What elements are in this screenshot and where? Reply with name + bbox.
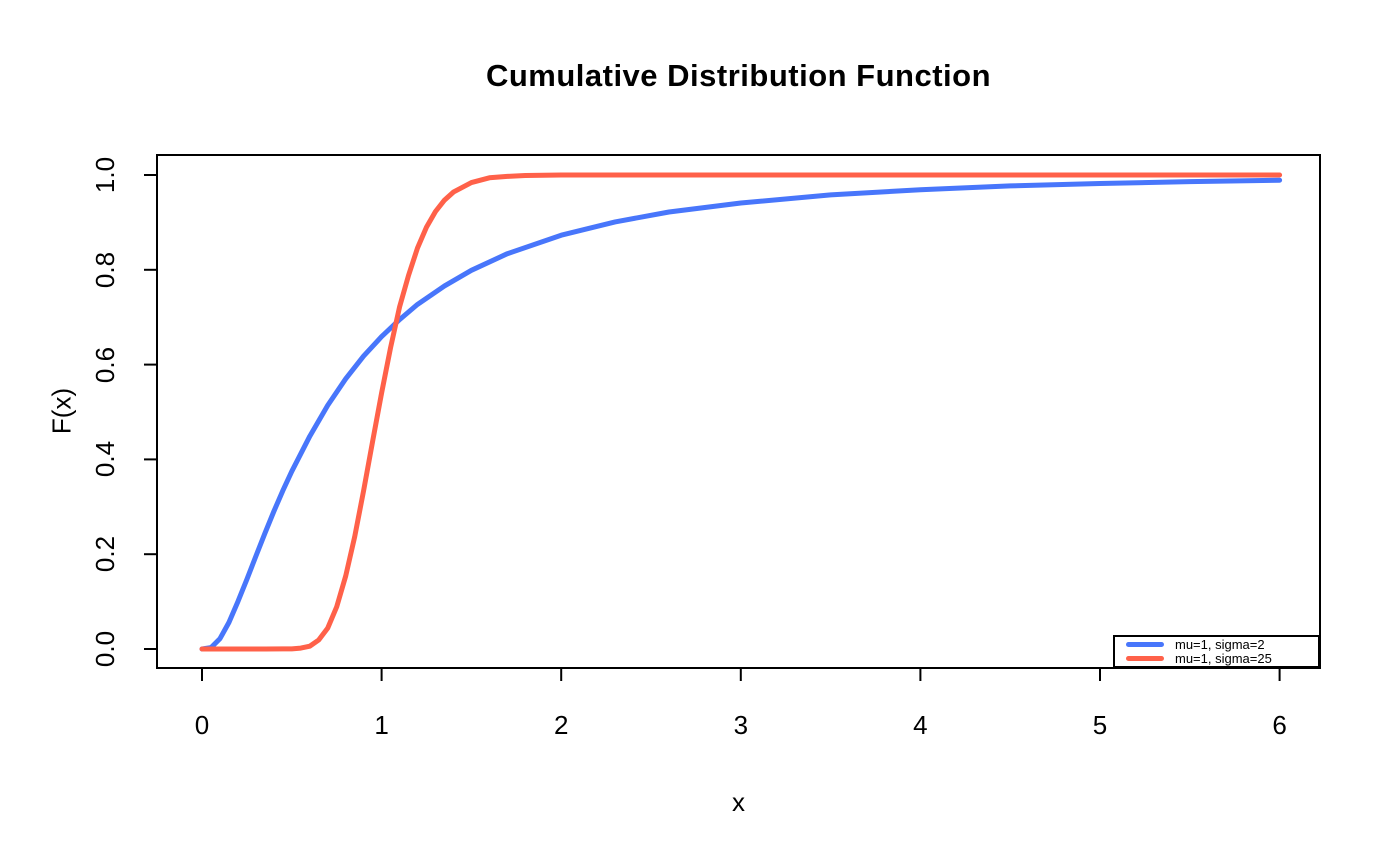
y-tick-label: 0.8 <box>90 251 120 288</box>
y-tick-label: 1.0 <box>90 156 120 194</box>
legend-box: mu=1, sigma=2 mu=1, sigma=25 <box>1113 635 1320 668</box>
plot-box <box>156 154 1321 669</box>
y-tick-label: 0.6 <box>90 346 120 383</box>
x-tick-label: 5 <box>1092 710 1108 740</box>
x-axis-label: x <box>732 787 745 817</box>
y-axis-label: F(x) <box>46 387 77 435</box>
x-tick-label: 0 <box>194 710 210 740</box>
x-tick-label: 1 <box>374 710 389 740</box>
legend-line-swatch <box>1126 656 1164 661</box>
cdf-curve-mu-1-sigma-2 <box>199 177 1283 652</box>
y-tick-label: 0.2 <box>90 536 120 573</box>
x-tick-label: 3 <box>733 710 749 740</box>
x-tick-label: 6 <box>1272 710 1287 740</box>
legend-label: mu=1, sigma=2 <box>1175 637 1265 652</box>
legend-item: mu=1, sigma=2 <box>1115 638 1318 652</box>
cdf-curve-mu-1-sigma-25 <box>199 172 1283 652</box>
chart-title: Cumulative Distribution Function <box>485 58 992 93</box>
legend-item: mu=1, sigma=25 <box>1115 652 1318 666</box>
x-tick-label: 4 <box>913 710 928 740</box>
y-tick-label: 0.4 <box>90 441 120 478</box>
y-tick-label: 0.0 <box>90 630 120 668</box>
x-tick-label: 2 <box>553 710 569 740</box>
legend-line-swatch <box>1126 642 1164 647</box>
legend-label: mu=1, sigma=25 <box>1175 651 1272 666</box>
